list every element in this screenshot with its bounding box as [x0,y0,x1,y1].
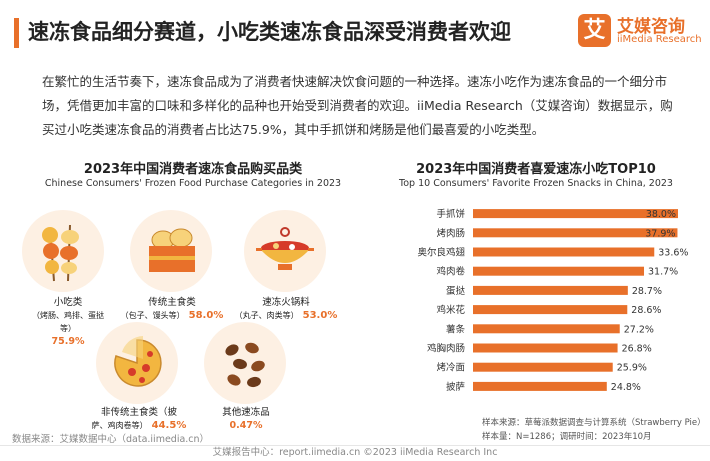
bar-value-label: 33.6% [658,248,688,259]
bar-value-label: 27.2% [624,324,654,335]
bar-category-label: 鸡肉卷 [436,266,465,278]
bar [473,247,655,257]
category-detail: （丸子、肉类等） [234,311,299,320]
bar [473,305,628,315]
bar-value-label: 26.8% [622,344,652,355]
page-footer: 艾媒报告中心：report.iimedia.cn ©2023 iiMedia R… [0,445,710,461]
category-detail: 萨、鸡肉卷等） [91,421,148,430]
right-section-title: 2023年中国消费者喜爱速冻小吃TOP10 [416,162,656,177]
logo-mark-icon: 艾 [578,14,611,47]
bar-value-label: 28.6% [631,305,661,316]
bar-category-label: 鸡胸肉肠 [427,343,465,355]
bar-category-label: 烤肉肠 [436,227,465,239]
bar-value-label: 25.9% [617,363,647,374]
category-pct: 58.0% [188,310,224,321]
bar [473,381,607,391]
intro-paragraph: 在繁忙的生活节奏下，速冻食品成为了消费者快速解决饮食问题的一种选择。速冻小吃作为… [42,74,673,137]
left-section-title: 2023年中国消费者速冻食品购买品类 [83,162,303,177]
category-name: 速冻火锅料 [262,297,310,308]
category-pct: 0.47% [229,420,263,431]
category-name: 传统主食类 [148,297,196,308]
category-label-snacks: 小吃类 （烤肠、鸡排、蛋挞等） 75.9% [28,296,108,348]
bar-value-label: 31.7% [648,267,678,278]
category-pct: 75.9% [51,336,85,347]
sample-size-note: 样本量：N=1286；调研时间：2023年10月 [482,432,652,442]
category-label-hotpot: 速冻火锅料 （丸子、肉类等） 53.0% [232,296,340,322]
skewer-icon [42,224,79,282]
category-name: 其他速冻品 [222,407,270,418]
bar-category-label: 披萨 [446,381,466,393]
category-pct: 44.5% [151,420,187,431]
sample-source-note: 样本来源：草莓派数据调查与计算系统（Strawberry Pie） [482,418,706,428]
logo-en-text: iiMedia Research [617,34,702,45]
category-pct: 53.0% [302,310,338,321]
bar [473,362,613,372]
hotpot-icon [256,227,314,270]
bar-category-label: 奥尔良鸡翅 [417,247,465,259]
bar-category-label: 鸡米花 [436,304,465,316]
top10-bar-chart: 手抓饼 38.0% 烤肉肠 37.9% 奥尔良鸡翅 33.6% 鸡肉卷 31.7% 蛋挞 28.7… [417,208,688,393]
page-title: 速冻食品细分赛道，小吃类速冻食品深受消费者欢迎 [28,20,511,44]
bar [473,343,618,353]
category-label-pizza: 非传统主食类（披 萨、鸡肉卷等） 44.5% [80,406,198,432]
category-label-staples: 传统主食类 （包子、馒头等） 58.0% [118,296,226,322]
bar [473,209,678,219]
bar [473,266,645,276]
pizza-icon [114,336,162,387]
category-name: 小吃类 [53,297,83,308]
beans-icon [225,342,265,388]
category-name: 非传统主食类（披 [100,407,177,418]
bar-category-label: 烤冷面 [436,362,465,374]
category-detail-row: 萨、鸡肉卷等） 44.5% [80,419,198,432]
right-section-subtitle: Top 10 Consumers' Favorite Frozen Snacks… [399,178,673,189]
category-detail: （烤肠、鸡排、蛋挞等） [32,311,104,333]
bar-category-label: 蛋挞 [446,285,466,297]
category-detail-row: （丸子、肉类等） 53.0% [232,309,340,322]
title-accent-bar [14,18,19,48]
category-detail-row: （包子、馒头等） 58.0% [118,309,226,322]
category-label-other: 其他速冻品 0.47% [196,406,296,432]
bar [473,228,678,238]
steamer-icon [149,228,195,272]
bar-category-label: 薯条 [446,323,466,335]
data-source: 数据来源：艾媒数据中心（data.iimedia.cn） [12,434,210,445]
bar-value-label: 37.9% [645,228,675,239]
bar-category-label: 手抓饼 [436,208,465,220]
brand-logo: 艾 艾媒咨询 iiMedia Research [578,12,702,52]
bar-value-label: 28.7% [632,286,662,297]
bar-value-label: 38.0% [646,209,676,220]
logo-cn-text: 艾媒咨询 [617,17,685,37]
bar [473,285,628,295]
bar-value-label: 24.8% [611,382,641,393]
bar [473,324,620,334]
category-detail: （包子、馒头等） [120,311,185,320]
left-section-subtitle: Chinese Consumers' Frozen Food Purchase … [44,178,342,189]
